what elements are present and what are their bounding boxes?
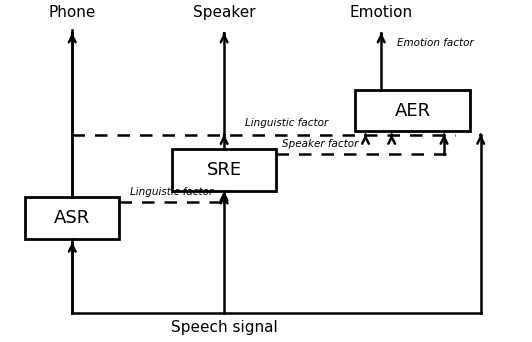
Text: Linguistic factor: Linguistic factor <box>130 187 213 197</box>
Text: AER: AER <box>395 102 431 120</box>
Text: Speaker factor: Speaker factor <box>282 139 358 149</box>
Bar <box>25 197 119 239</box>
Text: SRE: SRE <box>206 161 242 179</box>
Text: Emotion: Emotion <box>350 5 413 20</box>
Text: ASR: ASR <box>54 209 90 227</box>
Text: Speaker: Speaker <box>193 5 255 20</box>
Text: Linguistic factor: Linguistic factor <box>245 118 328 128</box>
Bar <box>172 149 277 191</box>
Text: Phone: Phone <box>48 5 96 20</box>
Text: Emotion factor: Emotion factor <box>397 38 473 48</box>
Text: Speech signal: Speech signal <box>171 320 278 335</box>
Bar <box>355 90 470 131</box>
